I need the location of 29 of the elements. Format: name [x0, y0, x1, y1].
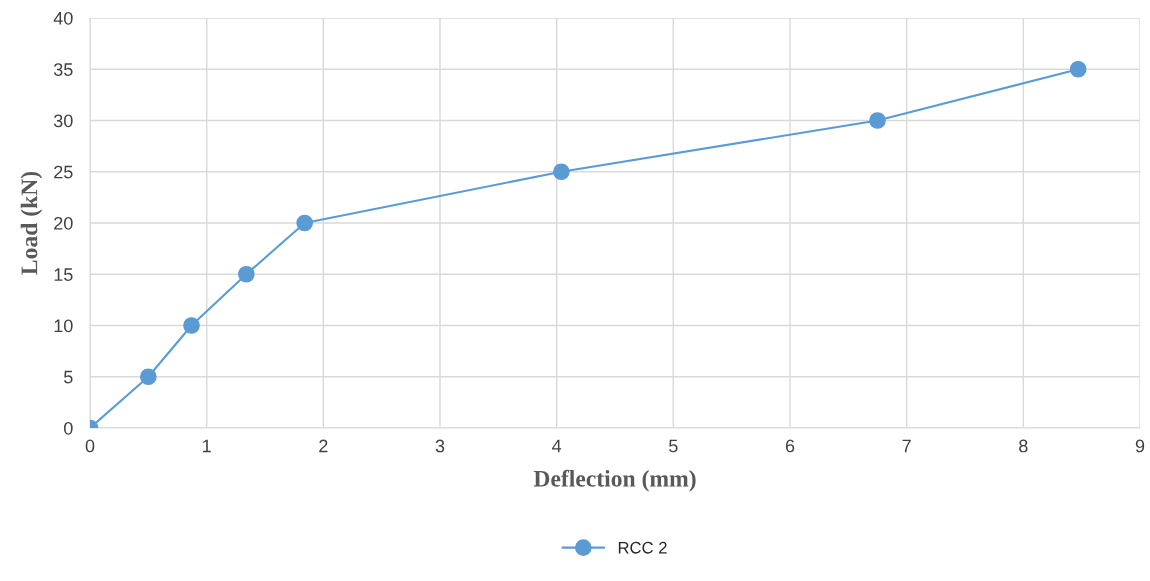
- x-tick-label: 8: [1019, 439, 1028, 453]
- x-axis-title: Deflection (mm): [533, 469, 696, 492]
- x-tick-label: 9: [1135, 439, 1145, 453]
- y-tick-label: 25: [54, 165, 73, 179]
- point: [1069, 60, 1087, 78]
- y-tick-label: 15: [54, 268, 73, 281]
- point: [237, 265, 255, 283]
- y-tick-label: 35: [53, 63, 73, 76]
- y-axis-title: Load (kN): [20, 171, 43, 275]
- point: [139, 368, 157, 386]
- x-tick-label: 4: [552, 439, 562, 453]
- x-tick-label: 6: [785, 439, 795, 453]
- x-tick-label: 5: [669, 439, 678, 453]
- legend-label: RCC 2: [618, 541, 667, 554]
- x-tick-label: 3: [435, 439, 445, 453]
- x-tick-label: 7: [902, 439, 911, 453]
- x-tick-label: 0: [85, 439, 95, 453]
- point: [869, 112, 886, 129]
- point: [552, 163, 570, 181]
- x-tick-label: 2: [319, 439, 328, 453]
- y-tick-label: 5: [64, 370, 73, 384]
- point: [296, 214, 314, 232]
- y-tick-label: 10: [54, 319, 73, 333]
- point: [183, 317, 200, 334]
- y-tick-label: 40: [53, 11, 73, 25]
- y-tick-label: 0: [64, 421, 73, 435]
- y-tick-label: 30: [53, 114, 73, 128]
- y-tick-label: 20: [54, 216, 73, 230]
- x-tick-label: 1: [203, 439, 211, 453]
